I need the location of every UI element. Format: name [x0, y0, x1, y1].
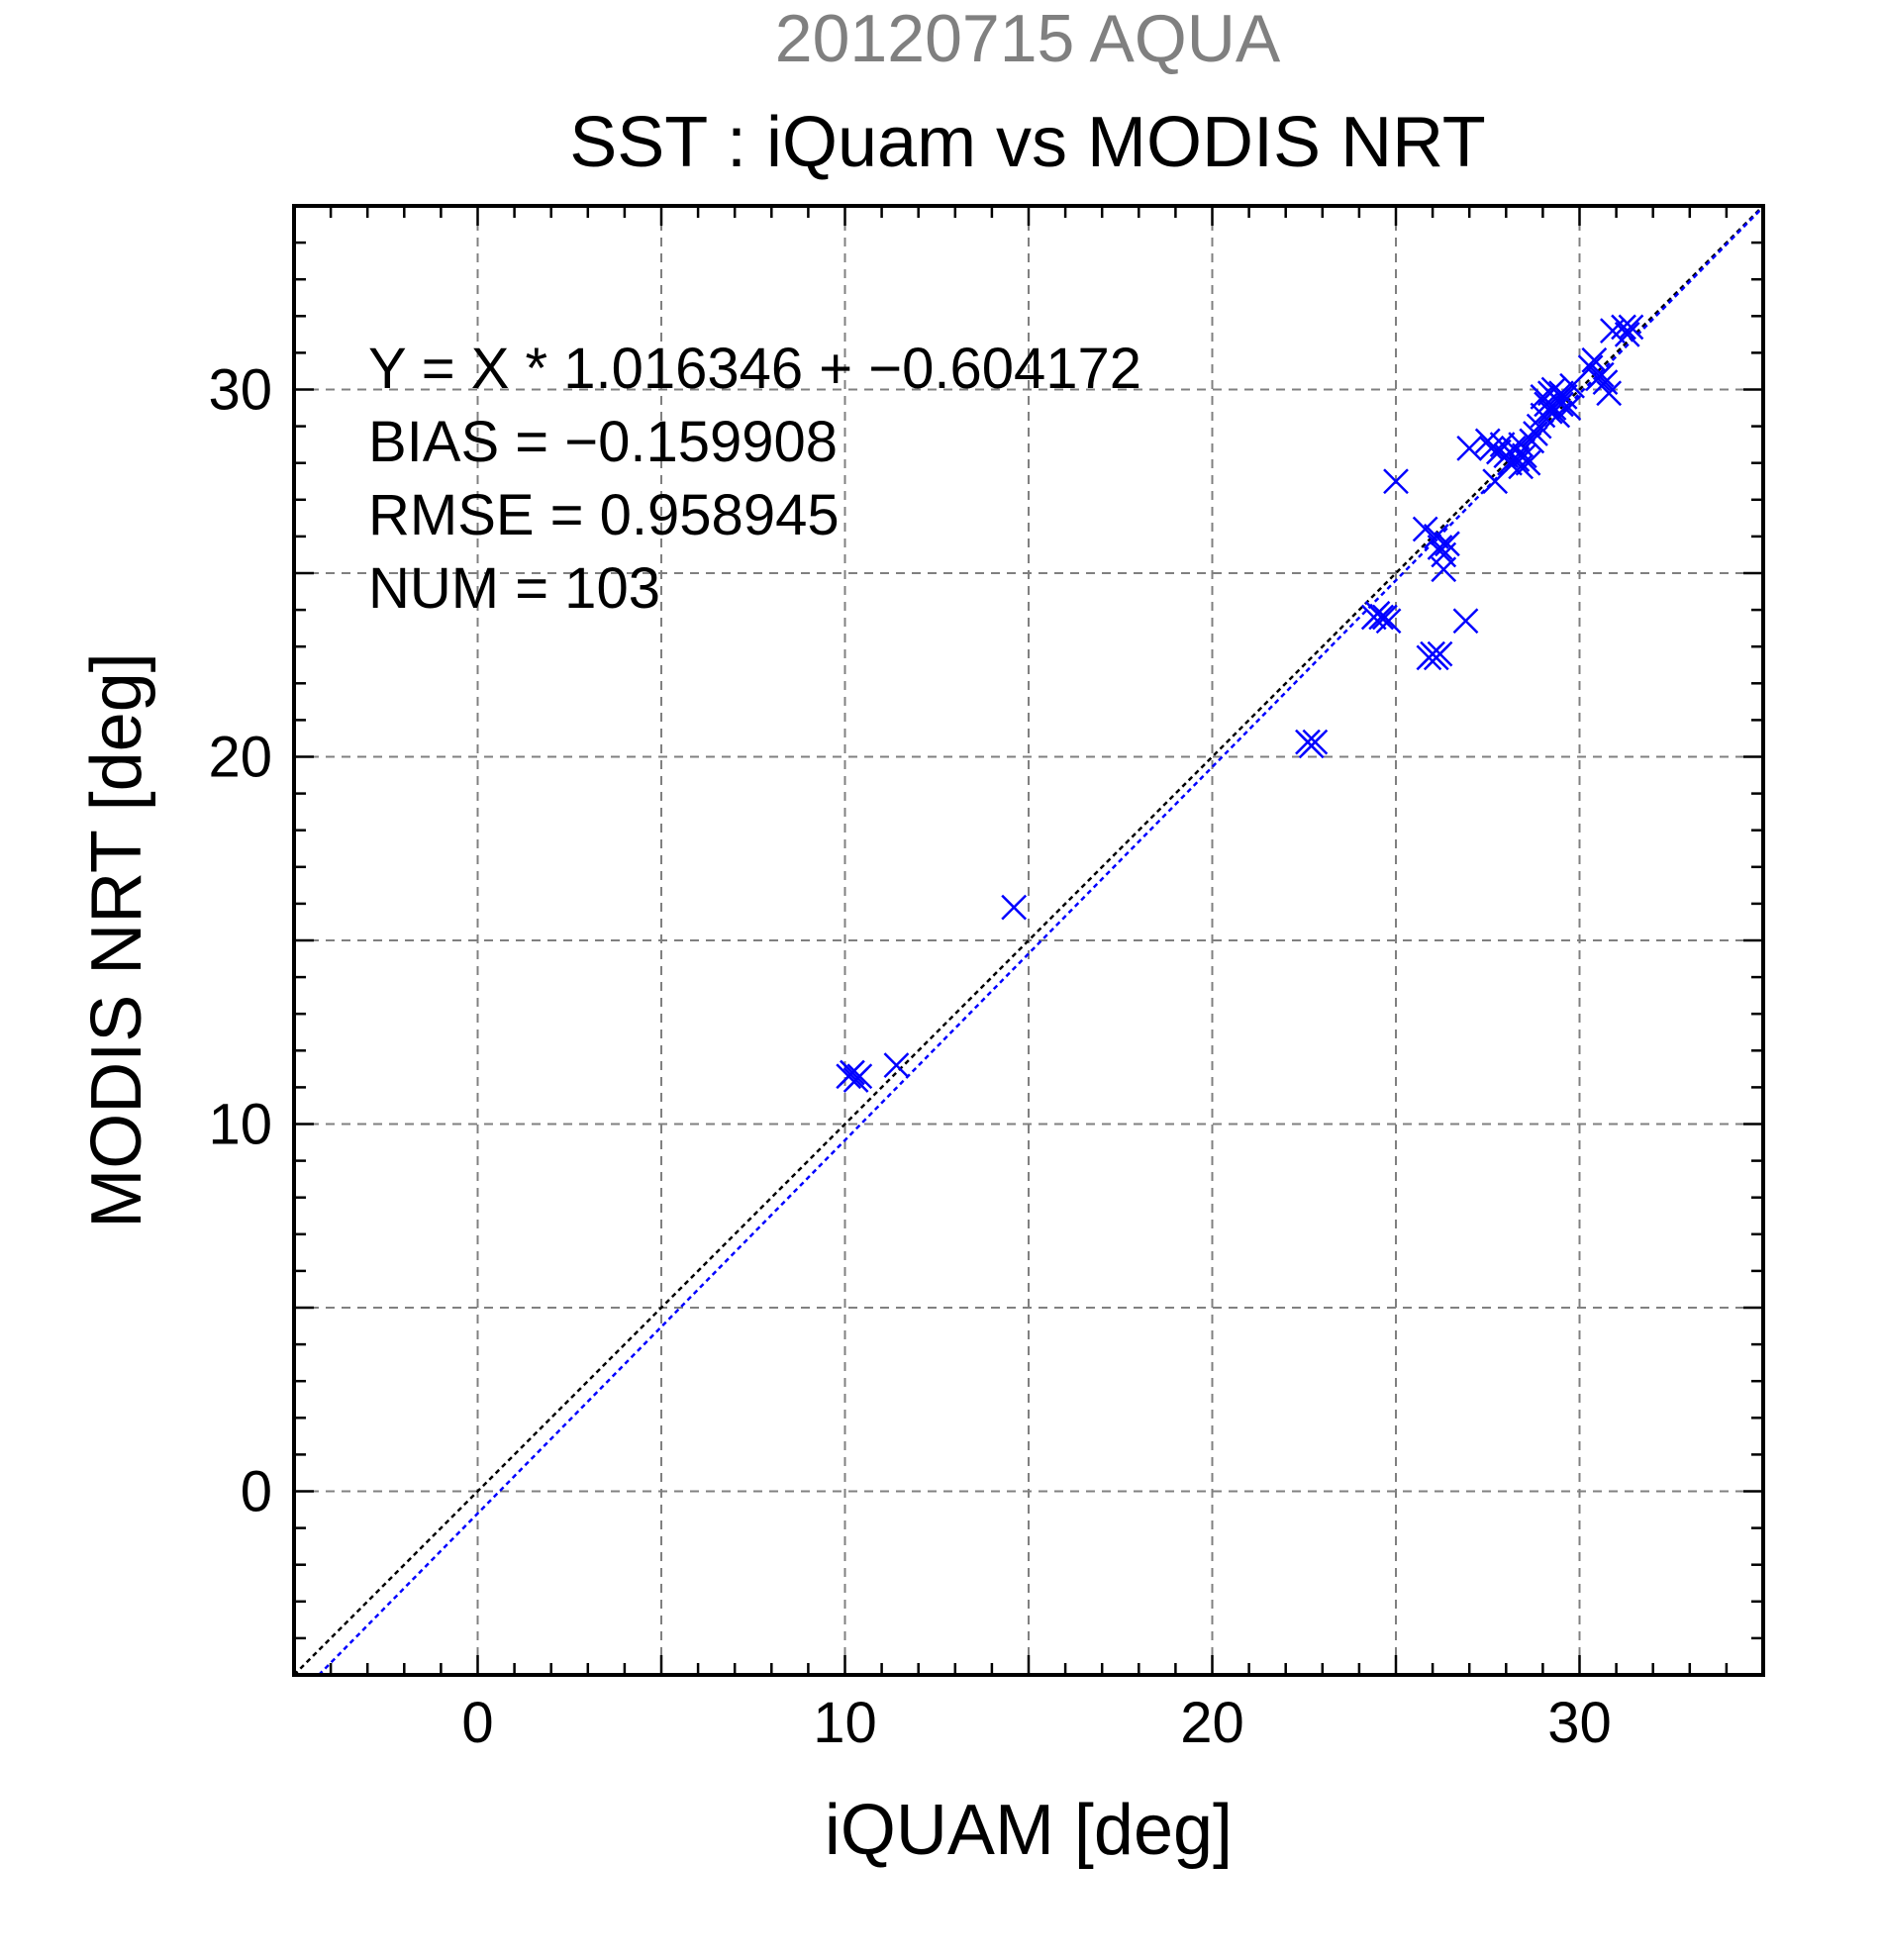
- x-tick-label: 30: [1547, 1691, 1612, 1755]
- y-tick-label: 20: [208, 726, 272, 790]
- chart-supertitle: 20120715 AQUA: [775, 1, 1281, 76]
- y-tick-label: 0: [241, 1460, 272, 1524]
- data-point: [1001, 894, 1028, 921]
- x-tick-labels: 0 10 20 30: [461, 1691, 1611, 1755]
- data-point: [1519, 428, 1545, 454]
- data-point: [883, 1052, 910, 1079]
- data-point: [1302, 729, 1329, 755]
- data-point: [1515, 449, 1541, 476]
- data-points: [836, 314, 1644, 1093]
- y-axis-label: MODIS NRT [deg]: [77, 652, 156, 1228]
- data-point: [1435, 531, 1460, 557]
- rmse-value: RMSE = 0.958945: [368, 483, 840, 547]
- stats-annotations: Y = X * 1.016346 + −0.604172 BIAS = −0.1…: [368, 337, 1141, 621]
- data-point: [1431, 556, 1457, 583]
- data-point: [1368, 604, 1395, 631]
- data-point: [1452, 608, 1479, 635]
- data-point: [1427, 640, 1453, 667]
- data-point: [1618, 314, 1644, 341]
- num-value: NUM = 103: [368, 556, 660, 621]
- y-tick-labels: 0 10 20 30: [208, 358, 272, 1524]
- regression-equation: Y = X * 1.016346 + −0.604172: [368, 337, 1141, 401]
- data-point: [1412, 516, 1438, 542]
- y-tick-label: 30: [208, 358, 272, 423]
- data-point: [1523, 421, 1548, 446]
- data-point: [1614, 321, 1640, 347]
- data-point: [1383, 468, 1409, 495]
- data-point: [1375, 608, 1402, 635]
- fit-line: [318, 206, 1764, 1676]
- data-point: [1482, 468, 1509, 495]
- data-point: [1596, 380, 1623, 407]
- x-tick-label: 0: [461, 1691, 493, 1755]
- x-tick-label: 20: [1180, 1691, 1244, 1755]
- data-point: [1555, 395, 1582, 421]
- x-tick-label: 10: [813, 1691, 877, 1755]
- plot-frame: [292, 204, 1765, 1677]
- data-point: [1427, 535, 1453, 560]
- data-point: [1611, 314, 1636, 341]
- data-point: [1588, 361, 1615, 388]
- data-point: [1456, 435, 1483, 461]
- chart-title: SST : iQuam vs MODIS NRT: [569, 103, 1486, 182]
- bias-value: BIAS = −0.159908: [368, 410, 838, 474]
- data-point: [840, 1059, 865, 1086]
- x-axis-label: iQUAM [deg]: [825, 1791, 1233, 1870]
- y-tick-label: 10: [208, 1093, 272, 1157]
- grid-lines: [294, 206, 1763, 1675]
- data-point: [1548, 391, 1574, 418]
- data-point: [846, 1063, 873, 1090]
